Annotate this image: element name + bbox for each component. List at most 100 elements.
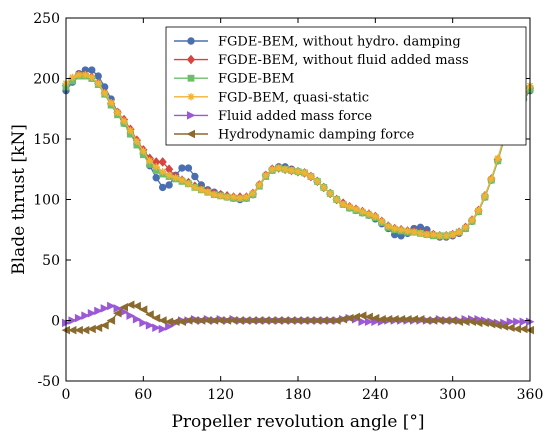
- data-point: [159, 168, 167, 176]
- data-point: [186, 111, 196, 120]
- data-point: [94, 306, 103, 316]
- x-tick-label: 120: [207, 387, 234, 403]
- data-point: [480, 318, 489, 328]
- x-tick-label: 0: [62, 387, 71, 403]
- data-point: [120, 117, 128, 125]
- data-point: [403, 227, 412, 235]
- data-point: [152, 163, 160, 171]
- data-point: [281, 165, 289, 173]
- data-point: [204, 188, 212, 196]
- data-point: [486, 319, 496, 329]
- data-point: [88, 73, 96, 81]
- data-point: [371, 212, 379, 221]
- data-point: [494, 154, 502, 162]
- data-point: [210, 191, 218, 199]
- data-point: [493, 321, 502, 330]
- data-point: [158, 324, 168, 334]
- x-tick-label: 300: [439, 387, 466, 403]
- data-point: [397, 226, 405, 234]
- legend-item: FGDE-BEM, without fluid added mass: [174, 53, 469, 68]
- data-point: [378, 217, 386, 225]
- data-point: [333, 195, 341, 204]
- data-point: [275, 164, 283, 172]
- data-point: [236, 194, 244, 202]
- legend-label: FGDE-BEM, without hydro. damping: [218, 35, 461, 50]
- data-point: [481, 192, 489, 200]
- data-point: [449, 230, 457, 239]
- data-point: [178, 164, 186, 172]
- data-point: [364, 317, 374, 326]
- legend-label: Fluid added mass force: [218, 109, 372, 124]
- data-point: [345, 203, 354, 211]
- data-point: [242, 193, 251, 201]
- data-point: [191, 183, 199, 191]
- data-point: [152, 174, 160, 182]
- legend: FGDE-BEM, without hydro. damping FGDE-BEM…: [165, 26, 527, 146]
- data-point: [94, 79, 102, 87]
- series: [61, 300, 534, 335]
- data-point: [101, 89, 109, 97]
- data-point: [384, 222, 392, 230]
- data-point: [365, 210, 373, 218]
- data-point: [262, 171, 270, 179]
- data-point: [197, 186, 205, 194]
- y-tick-label: 100: [33, 193, 60, 209]
- data-point: [338, 315, 348, 324]
- data-point: [165, 171, 173, 179]
- data-point: [139, 318, 148, 328]
- data-point: [81, 311, 90, 320]
- x-axis-label: Propeller revolution angle [°]: [171, 412, 424, 432]
- y-tick-label: 150: [33, 132, 60, 148]
- x-tick-label: 60: [134, 387, 152, 403]
- data-point: [133, 137, 141, 146]
- data-point: [351, 312, 361, 322]
- data-point: [358, 317, 367, 326]
- data-point: [184, 180, 193, 188]
- data-point: [191, 172, 199, 181]
- data-point: [93, 323, 103, 333]
- data-point: [165, 322, 174, 331]
- data-point: [100, 321, 109, 330]
- data-point: [313, 177, 321, 185]
- data-point: [519, 317, 529, 326]
- data-point: [88, 66, 96, 74]
- legend-item: FGDE-BEM, without hydro. damping: [174, 35, 461, 50]
- data-point: [326, 189, 334, 198]
- data-point: [352, 205, 360, 213]
- data-point: [107, 301, 116, 311]
- data-point: [158, 157, 167, 167]
- data-point: [416, 229, 425, 237]
- data-point: [186, 129, 196, 139]
- data-point: [223, 193, 231, 201]
- data-point: [106, 316, 116, 325]
- data-point: [187, 74, 195, 82]
- x-tick-label: 180: [285, 387, 312, 403]
- data-point: [177, 317, 187, 326]
- legend-label: FGD-BEM, quasi-static: [218, 90, 369, 105]
- data-point: [152, 323, 161, 333]
- data-point: [339, 200, 347, 208]
- data-point: [126, 126, 135, 135]
- data-point: [268, 165, 276, 173]
- legend-item: FGDE-BEM: [174, 72, 294, 87]
- data-point: [468, 216, 476, 224]
- data-point: [287, 166, 296, 175]
- data-point: [357, 311, 367, 320]
- data-point: [300, 169, 309, 177]
- data-point: [423, 230, 431, 239]
- data-point: [113, 304, 123, 313]
- data-point: [68, 73, 77, 81]
- x-tick-label: 240: [362, 387, 389, 403]
- data-point: [442, 232, 450, 240]
- data-point: [436, 232, 444, 240]
- y-tick-label: 200: [33, 72, 60, 88]
- data-point: [187, 93, 195, 101]
- data-point: [119, 302, 128, 312]
- data-point: [499, 322, 509, 331]
- data-point: [320, 183, 328, 191]
- data-point: [294, 168, 302, 176]
- data-point: [370, 313, 380, 323]
- series-layer: [61, 66, 535, 335]
- data-point: [345, 313, 354, 323]
